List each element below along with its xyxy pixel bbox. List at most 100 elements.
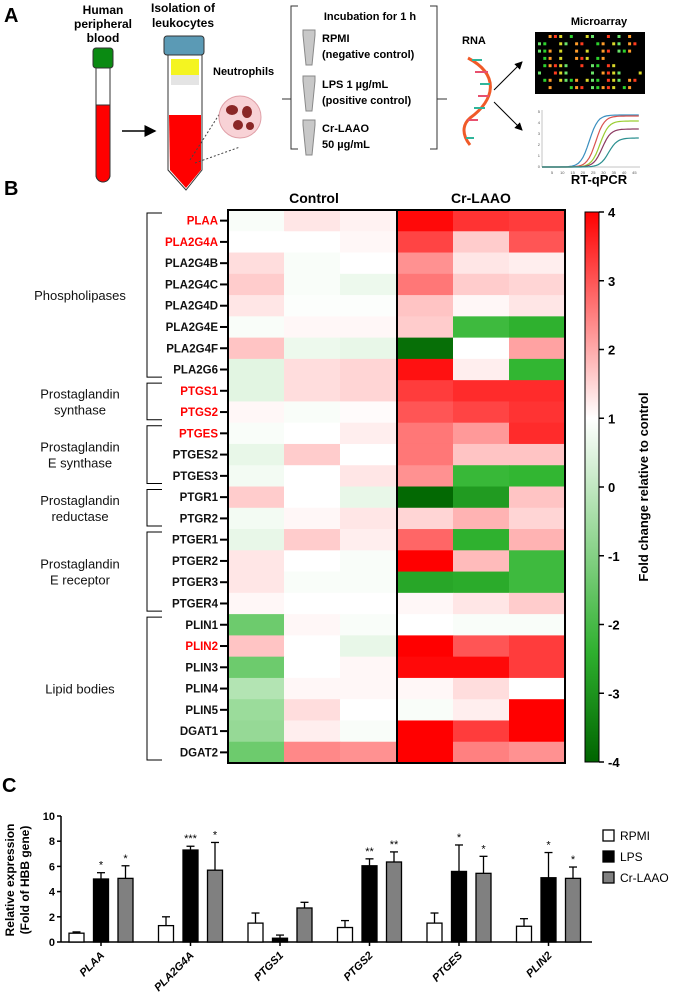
heatmap-cell [453,635,510,658]
heatmap-cell [397,486,454,509]
heatmap-cell [284,465,341,487]
qpcr-ytick: 1 [538,153,541,158]
column-group-cr-laao: Cr-LAAO [451,190,511,206]
heatmap-cell [453,550,510,573]
group-bracket [146,425,162,484]
microarray-spot [596,42,600,46]
microarray-spot [585,56,589,60]
blood-label: Human peripheral blood [74,3,132,45]
microarray-spot [559,35,563,38]
qpcr-xtick: 20 [581,170,586,175]
heatmap-cell [453,529,510,551]
gene-label: PTGER3 [172,577,218,589]
rna-label: RNA [462,35,486,47]
qpcr-ytick: 0 [538,164,541,169]
heatmap-cell [340,592,398,615]
significance-marker: * [481,843,486,855]
heatmap-cell [228,635,285,658]
heatmap-cell [509,571,566,594]
heatmap-cell [453,614,510,636]
heatmap-cell [340,337,398,360]
heatmap-cell [453,677,510,700]
heatmap-cell [284,380,341,402]
heatmap-cell [284,592,341,615]
microarray-spot [612,42,616,46]
heatmap-cell [397,422,454,445]
microarray-spot [538,49,541,53]
microarray-spot [628,49,632,53]
microarray-spot [628,78,632,82]
microarray-spot [553,35,557,38]
heatmap-cell [340,465,398,487]
x-tick-label: PTGS1 [252,950,286,984]
bar-lps [182,849,199,943]
bar-cr-laao [117,877,134,943]
group-label: Prostaglandin [40,557,120,572]
gene-label: PTGER2 [172,556,218,568]
conical-tube-icon [163,35,205,191]
colorbar-tick-label: 1 [608,411,615,426]
legend-swatch [602,829,615,842]
heatmap-cell [509,358,566,381]
heatmap-cell [397,358,454,381]
column-group-control: Control [289,190,339,206]
microarray-spot [559,56,563,60]
gene-label: PLA2G4E [166,322,219,334]
microarray-spot [569,35,573,38]
microarray-spot [591,35,594,38]
heatmap-cell [228,656,285,679]
heatmap-cell [340,571,398,594]
qpcr-xtick: 45 [632,170,637,175]
colorbar-tick-label: -3 [608,686,620,701]
colorbar-tick-label: -2 [608,618,620,633]
microarray-spot [617,35,621,38]
heatmap-cell [284,720,341,743]
y-tick-label: 0 [49,937,55,949]
heatmap-cell [509,656,566,679]
microarray-spot [617,78,621,82]
isolation-label-line: Isolation of [151,1,216,15]
gene-label: PLIN4 [185,684,218,696]
heatmap-cell [453,401,510,424]
x-tick-label: PLA2G4A [152,950,196,994]
x-tick-label: PTGES [430,949,465,984]
microarray-spot [564,42,568,46]
tube-icon [302,75,316,112]
panel-a-label: A [4,5,18,27]
microarray-spot [596,64,600,68]
heatmap-cell [228,550,285,573]
gene-label: PLA2G4D [165,301,218,313]
heatmap-cell [397,210,454,232]
microarray-spot [601,49,605,53]
microarray-spot [548,78,552,82]
heatmap-cell [284,316,341,339]
heatmap-cell [509,592,566,615]
heatmap-cell [509,316,566,339]
heatmap-cell [228,465,285,487]
heatmap-cell [284,635,341,658]
heatmap-cell [453,741,510,764]
heatmap-cell [453,571,510,594]
arrow-icon [493,101,523,131]
heatmap-cell [228,486,285,509]
microarray-spot [596,56,600,60]
gene-label: PTGES2 [173,450,218,462]
microarray-spot [538,42,541,46]
heatmap-cell [509,401,566,424]
heatmap-cell [228,699,285,721]
microarray-spot [606,71,610,75]
heatmap-cell [397,741,454,764]
heatmap-cell [340,529,398,551]
microarray-spot [591,78,594,82]
heatmap-cell [397,699,454,721]
microarray-spot [548,56,552,60]
heatmap-cell [397,273,454,296]
gene-label: PLA2G4A [165,237,218,249]
microarray-spot [543,42,547,46]
microarray-spot [548,86,552,90]
gene-label: PLAA [187,216,218,228]
y-tick-label: 10 [43,811,55,823]
heatmap-cell [228,295,285,317]
colorbar-tick-label: 2 [608,343,615,358]
heatmap-cell [340,486,398,509]
